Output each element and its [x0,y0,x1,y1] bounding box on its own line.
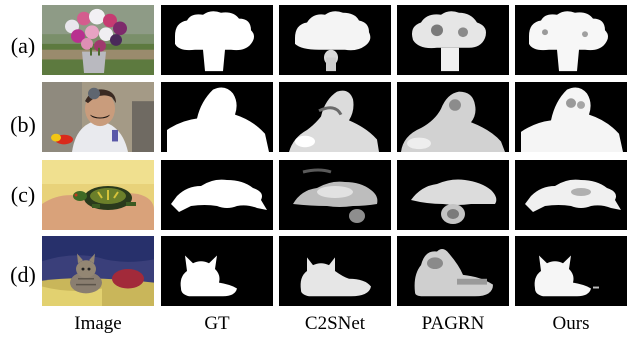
row-label-a: (a) [10,33,36,58]
col-label-ours: Ours [552,313,590,334]
mask-c2snet-a [279,5,391,77]
mask-c2snet-c [279,160,391,230]
mask-gt-b [161,82,273,155]
image-b-man [42,82,154,155]
mask-ours-b [515,82,627,155]
mask-ours-d [515,236,627,308]
col-label-c2snet: C2SNet [304,313,366,334]
mask-ours-a [515,5,627,77]
mask-gt-c [161,160,273,230]
mask-gt-d [161,236,273,308]
mask-gt-a [161,5,273,77]
mask-pagrn-b [397,82,509,155]
mask-pagrn-c [397,160,509,230]
row-label-b: (b) [10,112,36,137]
mask-c2snet-d [279,236,391,308]
row-label-c: (c) [10,182,36,207]
row-label-d: (d) [10,262,36,287]
col-label-image: Image [74,313,122,334]
col-label-pagrn: PAGRN [421,313,485,334]
image-d-kitten [42,236,154,308]
image-c-turtle [42,160,154,230]
col-label-gt: GT [204,313,230,334]
mask-ours-c [515,160,627,230]
mask-c2snet-b [279,82,391,155]
mask-pagrn-d [397,236,509,308]
mask-pagrn-a [397,5,509,77]
image-a-tulips [42,5,154,77]
